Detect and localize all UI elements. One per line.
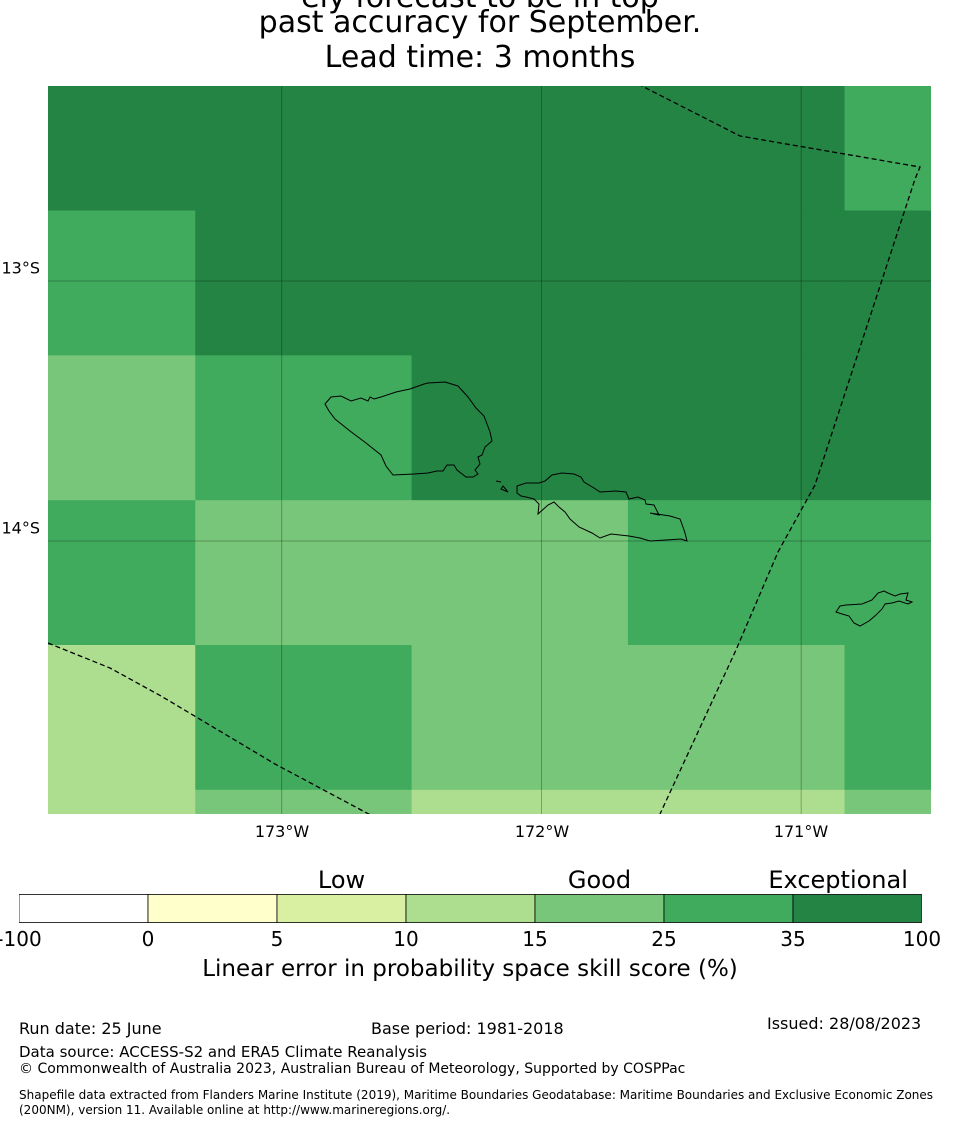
skill-cell <box>844 355 931 501</box>
skill-cell <box>411 86 629 212</box>
skill-cell <box>48 500 196 646</box>
savaii-island-outline <box>324 381 493 478</box>
upolu-island-outline <box>495 472 688 542</box>
colorbar-tick-label: 25 <box>651 927 677 951</box>
skill-cell <box>48 210 196 356</box>
skill-cell <box>627 645 846 791</box>
colorbar-segment <box>19 894 149 923</box>
skill-cell <box>844 789 931 814</box>
run-date: Run date: 25 June <box>19 1019 162 1038</box>
skill-cell <box>627 86 846 212</box>
tutuila-island-outline <box>835 590 914 627</box>
colorbar-tick-label: 15 <box>522 927 548 951</box>
skill-grid <box>48 86 931 814</box>
map-title-line-3: Lead time: 3 months <box>324 40 636 75</box>
skill-cell <box>411 210 629 356</box>
skill-cell <box>627 789 846 814</box>
shapefile-credit: Shapefile data extracted from Flanders M… <box>19 1088 934 1117</box>
legend-category-label: Exceptional <box>768 866 908 894</box>
colorbar-segment <box>147 894 278 923</box>
colorbar-tick-label: 10 <box>393 927 419 951</box>
skill-map <box>48 86 931 814</box>
colorbar-segment <box>276 894 407 923</box>
base-period: Base period: 1981-2018 <box>371 1019 564 1038</box>
latitude-label-13s: 13°S <box>1 258 40 278</box>
skill-cell <box>411 645 629 791</box>
skill-cell <box>195 210 413 356</box>
skill-cell <box>48 355 196 501</box>
colorbar-segment <box>792 894 922 923</box>
colorbar-tick-label: 100 <box>902 927 942 951</box>
skill-cell <box>844 500 931 646</box>
map-title-line-2: past accuracy for September. <box>258 5 702 40</box>
skill-cell <box>195 500 413 646</box>
colorbar-segment <box>534 894 665 923</box>
skill-cell <box>195 355 413 501</box>
skill-cell <box>411 789 629 814</box>
issued-date: Issued: 28/08/2023 <box>767 1014 922 1033</box>
colorbar-label: Linear error in probability space skill … <box>202 956 738 982</box>
skill-cell <box>48 86 196 212</box>
colorbar <box>19 894 922 923</box>
eez-boundary-northeast <box>640 86 921 814</box>
latitude-label-14s: 14°S <box>1 518 40 538</box>
skill-cell <box>195 645 413 791</box>
skill-cell <box>627 500 846 646</box>
colorbar-tick-label: 35 <box>780 927 806 951</box>
colorbar-tick-label: 0 <box>141 927 155 951</box>
skill-cell <box>627 210 846 356</box>
longitude-label-171w: 171°W <box>773 822 829 841</box>
skill-cell <box>48 645 196 791</box>
skill-cell <box>195 86 413 212</box>
skill-cell <box>48 789 196 814</box>
legend-category-label: Low <box>317 866 366 894</box>
copyright-notice: © Commonwealth of Australia 2023, Austra… <box>19 1061 686 1077</box>
legend-category-label: Good <box>567 866 632 894</box>
longitude-label-173w: 173°W <box>254 822 310 841</box>
longitude-label-172w: 172°W <box>514 822 570 841</box>
skill-cell <box>844 210 931 356</box>
map-title-line-1: ely forecast to be in top <box>0 0 960 15</box>
colorbar-tick-label: 5 <box>270 927 284 951</box>
colorbar-segment <box>663 894 794 923</box>
eez-boundary-southwest <box>48 642 371 814</box>
colorbar-segment <box>405 894 536 923</box>
skill-cell <box>627 355 846 501</box>
data-source: Data source: ACCESS-S2 and ERA5 Climate … <box>19 1043 427 1061</box>
skill-cell <box>844 86 931 212</box>
skill-cell <box>195 789 413 814</box>
colorbar-tick-label: -100 <box>0 927 42 951</box>
skill-cell <box>844 645 931 791</box>
skill-cell <box>411 355 629 501</box>
skill-cell <box>411 500 629 646</box>
